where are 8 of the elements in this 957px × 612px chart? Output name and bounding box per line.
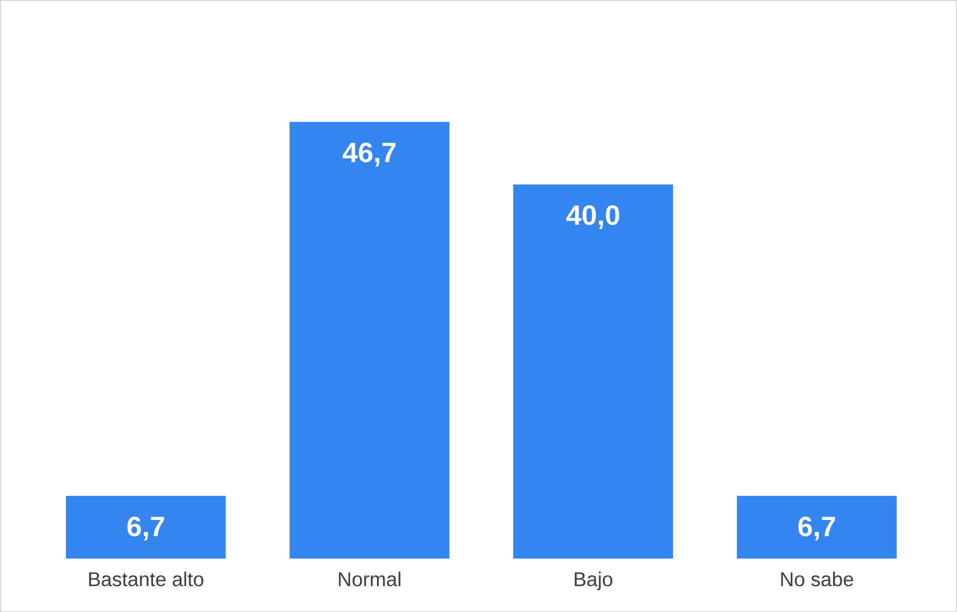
data-label: 6,7 [798, 516, 836, 540]
x-tick-label: Normal [338, 571, 400, 586]
x-tick-label: No sabe [781, 571, 854, 586]
data-label: 40,0 [566, 205, 620, 229]
data-label: 46,7 [342, 142, 396, 166]
x-tick-label: Bastante alto [89, 571, 204, 586]
x-tick-label: Bajo [574, 571, 612, 590]
data-label: 6,7 [127, 516, 164, 540]
